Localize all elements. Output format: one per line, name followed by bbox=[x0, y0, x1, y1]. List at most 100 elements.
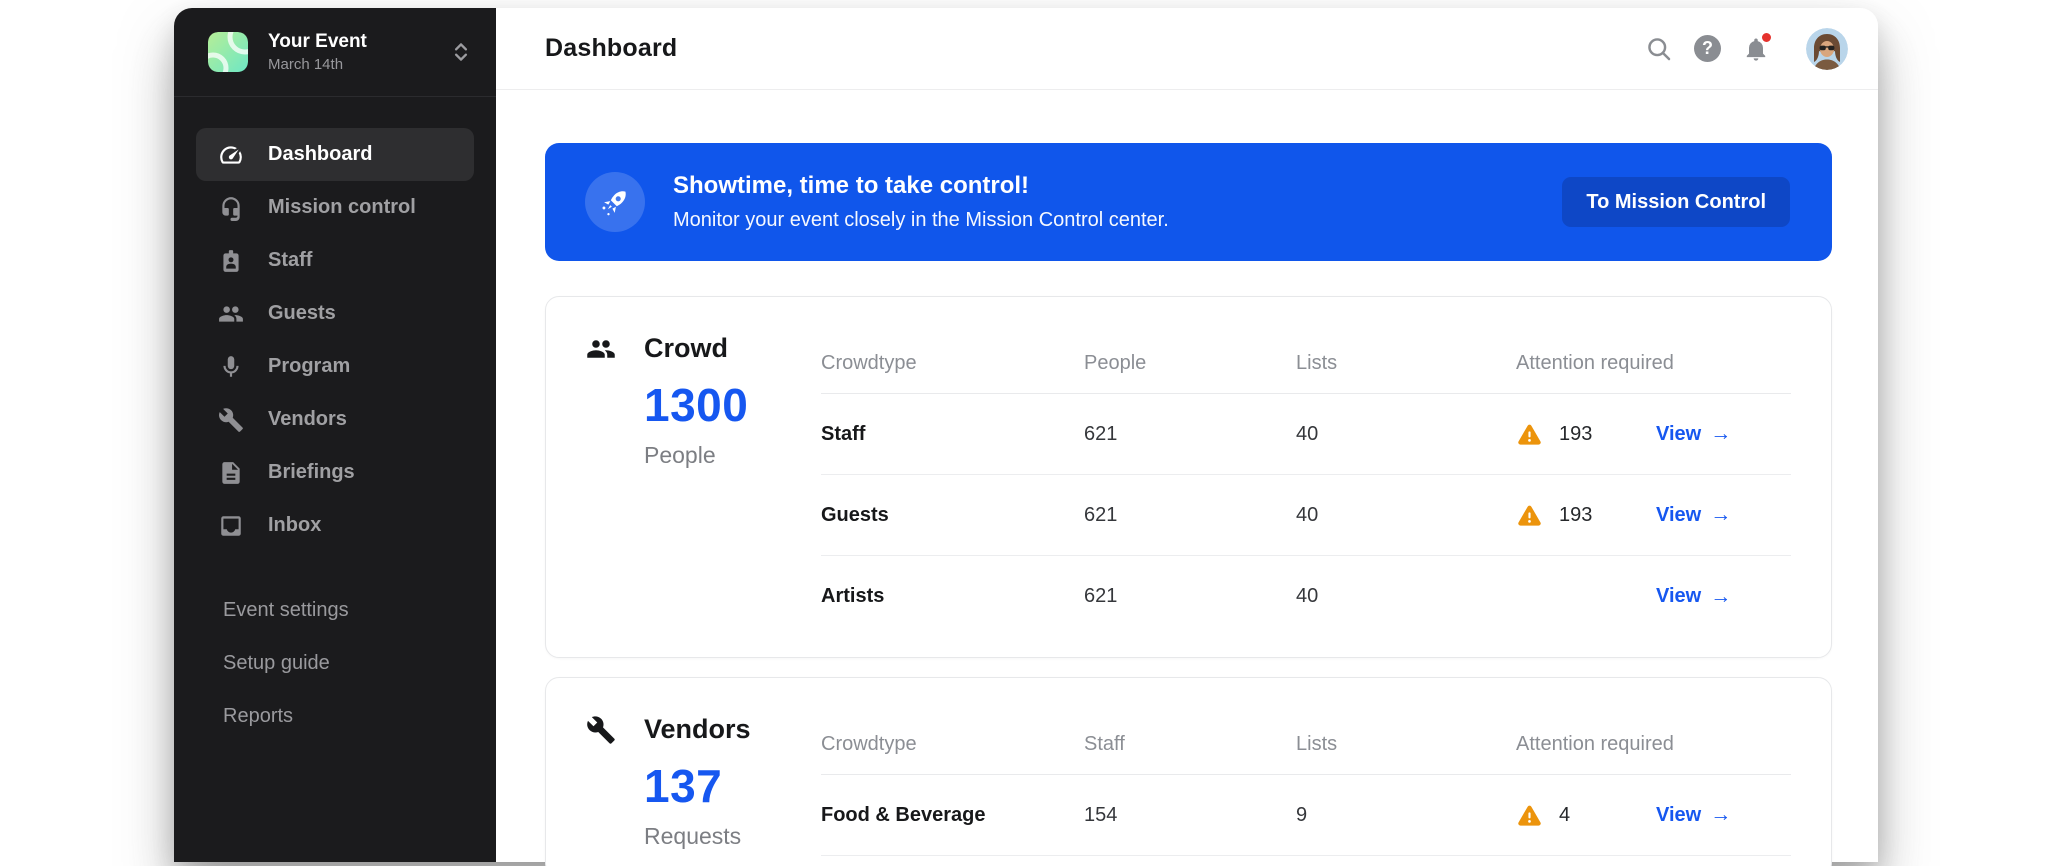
sidebar-item-label: Program bbox=[268, 355, 351, 377]
event-switcher[interactable]: Your Event March 14th bbox=[174, 8, 496, 97]
sidebar-item-guests[interactable]: Guests bbox=[196, 287, 474, 340]
table-header-row: Crowdtype People Lists Attention require… bbox=[821, 333, 1791, 394]
staff-count: 154 bbox=[1084, 803, 1118, 826]
arrow-right-icon: → bbox=[1710, 584, 1732, 608]
vendors-metric: 137 bbox=[644, 760, 723, 812]
column-header: Staff bbox=[1084, 732, 1125, 755]
arrow-right-icon: → bbox=[1710, 422, 1732, 445]
table-row: Guests 621 40 193 View → bbox=[821, 475, 1791, 556]
notifications-bell-icon[interactable] bbox=[1742, 30, 1773, 63]
card-title: Crowd bbox=[644, 333, 728, 363]
search-icon[interactable] bbox=[1645, 35, 1673, 63]
crowd-table: Crowdtype People Lists Attention require… bbox=[821, 333, 1791, 637]
column-header: People bbox=[1084, 351, 1147, 374]
view-link[interactable]: View → bbox=[1656, 803, 1731, 827]
attention-count: 193 bbox=[1559, 422, 1593, 445]
sidebar-link-event-settings[interactable]: Event settings bbox=[223, 599, 349, 621]
sidebar-secondary-links: Event settings Setup guide Reports bbox=[174, 584, 496, 743]
event-name: Your Event bbox=[268, 30, 367, 52]
sidebar-item-briefings[interactable]: Briefings bbox=[196, 446, 474, 499]
sidebar-item-label: Dashboard bbox=[268, 143, 373, 165]
row-label: Food & Beverage bbox=[821, 803, 986, 826]
view-link[interactable]: View → bbox=[1656, 585, 1731, 609]
vendors-summary: Vendors 137 Requests bbox=[586, 714, 821, 856]
unfold-chevrons-icon[interactable] bbox=[448, 37, 474, 67]
column-header: Crowdtype bbox=[821, 732, 917, 755]
sidebar-item-dashboard[interactable]: Dashboard bbox=[196, 128, 474, 181]
vendors-table: Crowdtype Staff Lists Attention required… bbox=[821, 714, 1791, 856]
crowd-metric-label: People bbox=[644, 442, 716, 468]
sidebar-item-label: Mission control bbox=[268, 196, 416, 218]
card-title: Vendors bbox=[644, 714, 751, 744]
table-header-row: Crowdtype Staff Lists Attention required bbox=[821, 714, 1791, 775]
attention-count: 193 bbox=[1559, 503, 1593, 526]
people-count: 621 bbox=[1084, 422, 1118, 445]
sidebar-item-label: Guests bbox=[268, 302, 336, 324]
vendors-card-header: Vendors bbox=[586, 714, 821, 745]
table-row: Artists 621 40 View → bbox=[821, 556, 1791, 637]
view-link-label: View bbox=[1656, 803, 1702, 826]
people-count: 621 bbox=[1084, 585, 1118, 607]
people-icon bbox=[218, 301, 244, 327]
topbar: Dashboard ? bbox=[496, 8, 1878, 90]
row-label: Guests bbox=[821, 503, 889, 526]
view-link[interactable]: View → bbox=[1656, 503, 1731, 527]
view-link-label: View bbox=[1656, 422, 1702, 445]
people-icon bbox=[586, 334, 616, 364]
headset-icon bbox=[218, 195, 244, 221]
sidebar-item-label: Staff bbox=[268, 249, 313, 271]
sidebar-link-setup-guide[interactable]: Setup guide bbox=[223, 652, 330, 674]
arrow-right-icon: → bbox=[1710, 803, 1732, 826]
warning-icon bbox=[1516, 421, 1543, 448]
row-label: Artists bbox=[821, 585, 885, 607]
sidebar-nav: Dashboard Mission control Staff Guests P… bbox=[174, 97, 496, 552]
column-header: Crowdtype bbox=[821, 351, 917, 374]
arrow-right-icon: → bbox=[1710, 503, 1732, 526]
crowd-summary: Crowd 1300 People bbox=[586, 333, 821, 637]
row-label: Staff bbox=[821, 422, 866, 445]
sidebar-link-reports[interactable]: Reports bbox=[223, 705, 294, 727]
lists-count: 40 bbox=[1296, 585, 1319, 607]
banner-title: Showtime, time to take control! bbox=[673, 172, 1030, 200]
wrench-icon bbox=[586, 715, 616, 745]
attention-cell: 4 bbox=[1516, 802, 1656, 829]
topbar-actions: ? bbox=[1645, 28, 1848, 70]
column-header: Attention required bbox=[1516, 351, 1674, 374]
inbox-icon bbox=[218, 513, 244, 539]
avatar[interactable] bbox=[1806, 28, 1848, 70]
event-info: Your Event March 14th bbox=[268, 31, 448, 74]
sidebar-item-mission-control[interactable]: Mission control bbox=[196, 181, 474, 234]
badge-icon bbox=[218, 248, 244, 274]
help-glyph: ? bbox=[1702, 38, 1713, 58]
wrench-icon bbox=[218, 407, 244, 433]
sidebar-item-label: Inbox bbox=[268, 514, 322, 536]
sidebar: Your Event March 14th Dashboard Mission … bbox=[174, 8, 496, 862]
sidebar-item-staff[interactable]: Staff bbox=[196, 234, 474, 287]
event-logo bbox=[208, 32, 248, 72]
warning-icon bbox=[1516, 802, 1543, 829]
view-link-label: View bbox=[1656, 585, 1702, 607]
sidebar-item-label: Briefings bbox=[268, 461, 355, 483]
help-icon[interactable]: ? bbox=[1694, 35, 1721, 62]
banner-subtitle: Monitor your event closely in the Missio… bbox=[673, 208, 1169, 231]
sidebar-item-inbox[interactable]: Inbox bbox=[196, 499, 474, 552]
view-link-label: View bbox=[1656, 503, 1702, 526]
warning-icon bbox=[1516, 502, 1543, 529]
people-count: 621 bbox=[1084, 503, 1118, 526]
notification-dot bbox=[1760, 30, 1773, 44]
sidebar-item-vendors[interactable]: Vendors bbox=[196, 393, 474, 446]
to-mission-control-button[interactable]: To Mission Control bbox=[1562, 177, 1790, 227]
column-header: Attention required bbox=[1516, 732, 1674, 755]
table-row: Food & Beverage 154 9 4 View → bbox=[821, 775, 1791, 856]
table-row: Staff 621 40 193 View → bbox=[821, 394, 1791, 475]
crowd-card-header: Crowd bbox=[586, 333, 821, 364]
attention-count: 4 bbox=[1559, 803, 1571, 826]
document-icon bbox=[218, 460, 244, 486]
mission-control-banner: Showtime, time to take control! Monitor … bbox=[545, 143, 1832, 261]
view-link[interactable]: View → bbox=[1656, 422, 1731, 446]
sidebar-item-program[interactable]: Program bbox=[196, 340, 474, 393]
column-header: Lists bbox=[1296, 732, 1338, 755]
banner-text: Showtime, time to take control! Monitor … bbox=[673, 172, 1562, 232]
column-header: Lists bbox=[1296, 351, 1338, 374]
